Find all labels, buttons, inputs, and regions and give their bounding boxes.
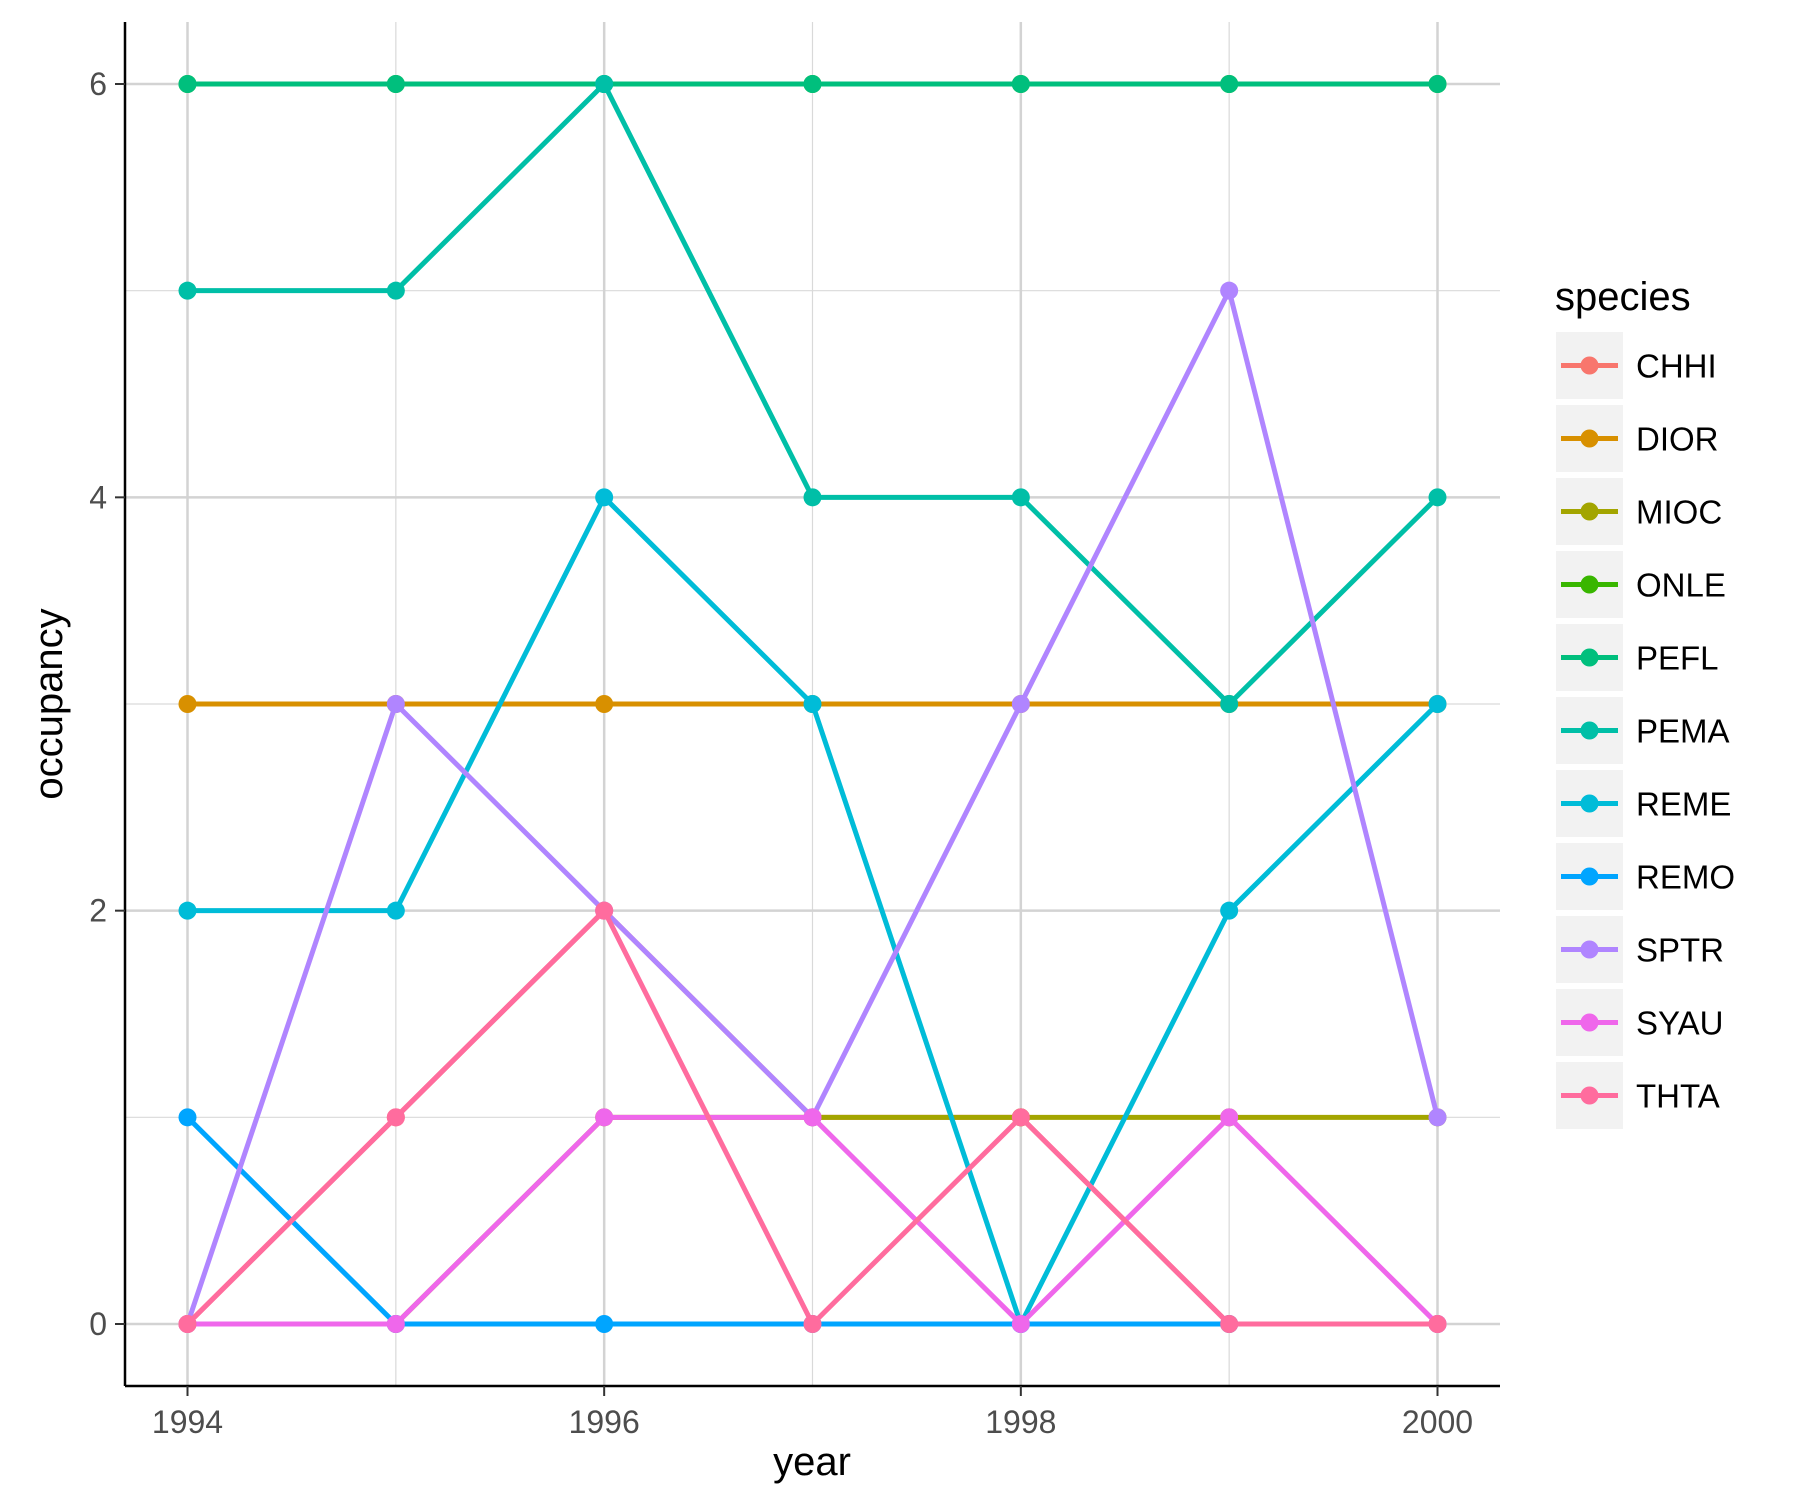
data-point (178, 1315, 197, 1333)
data-point (1220, 1315, 1239, 1333)
axes (123, 22, 1500, 1388)
legend-label: DIOR (1636, 421, 1719, 458)
data-point (178, 281, 197, 300)
legend-item-pefl: PEFL (1556, 624, 1719, 691)
x-ticks: 1994 1996 1998 2000 (152, 1386, 1473, 1440)
data-point (1220, 1108, 1239, 1127)
legend-label: SYAU (1636, 1005, 1723, 1042)
legend-key-point (1580, 356, 1599, 375)
data-point (386, 281, 405, 300)
legend-label: SPTR (1636, 932, 1724, 969)
data-point (803, 488, 822, 507)
data-point (178, 1108, 197, 1127)
y-tick-label: 2 (89, 893, 107, 929)
data-point (386, 695, 405, 713)
series-pefl (178, 75, 1447, 93)
data-point (595, 1315, 614, 1333)
data-point (595, 901, 614, 920)
legend-key-point (1580, 721, 1599, 740)
data-point (386, 1315, 405, 1333)
legend-item-pema: PEMA (1556, 697, 1730, 764)
data-point (386, 1108, 405, 1127)
legend-items: CHHI DIOR MIOC ONLE PEFL PEMA REME REMO SPTR SYAU… (1556, 332, 1735, 1129)
data-point (1220, 281, 1239, 300)
y-tick-label: 6 (89, 66, 107, 102)
data-point (386, 75, 405, 93)
legend-key-point (1580, 867, 1599, 886)
legend-item-dior: DIOR (1556, 405, 1719, 472)
legend-title: species (1555, 275, 1691, 319)
data-point (1011, 1315, 1030, 1333)
data-point (1011, 695, 1030, 713)
data-point (803, 1108, 822, 1127)
y-axis-title: occupancy (27, 608, 71, 799)
data-point (595, 695, 614, 713)
legend-key-point (1580, 575, 1599, 594)
legend-label: CHHI (1636, 348, 1717, 385)
y-ticks: 0 2 4 6 (89, 66, 125, 1342)
data-point (595, 75, 614, 93)
legend-key-point (1580, 794, 1599, 813)
series-pema (178, 75, 1447, 713)
legend-key-point (1580, 1013, 1599, 1032)
data-point (1220, 695, 1239, 713)
data-point (1428, 695, 1447, 713)
data-point (1220, 901, 1239, 920)
legend-label: REMO (1636, 859, 1735, 896)
legend-label: REME (1636, 786, 1731, 823)
series-thta (178, 901, 1447, 1333)
legend-item-sptr: SPTR (1556, 916, 1724, 983)
legend-key-point (1580, 1086, 1599, 1105)
legend: species CHHI DIOR MIOC ONLE PEFL PEMA REME REMO… (1555, 275, 1735, 1129)
legend-item-remo: REMO (1556, 843, 1735, 910)
legend-item-syau: SYAU (1556, 989, 1723, 1056)
legend-label: ONLE (1636, 567, 1726, 604)
data-point (1011, 488, 1030, 507)
x-tick-label: 1996 (569, 1404, 640, 1440)
y-tick-label: 4 (89, 479, 107, 515)
legend-item-thta: THTA (1556, 1062, 1720, 1129)
legend-label: PEFL (1636, 640, 1719, 677)
data-point (1011, 75, 1030, 93)
data-point (178, 75, 197, 93)
series-layer (178, 75, 1447, 1333)
x-axis-title: year (773, 1440, 851, 1484)
data-point (1428, 1108, 1447, 1127)
data-point (803, 1315, 822, 1333)
legend-label: THTA (1636, 1078, 1720, 1115)
data-point (1428, 75, 1447, 93)
data-point (595, 1108, 614, 1127)
data-point (595, 488, 614, 507)
legend-key-point (1580, 648, 1599, 667)
x-tick-label: 1998 (985, 1404, 1056, 1440)
legend-key-point (1580, 502, 1599, 521)
data-point (178, 901, 197, 920)
data-point (1220, 75, 1239, 93)
legend-item-onle: ONLE (1556, 551, 1726, 618)
data-point (803, 75, 822, 93)
legend-label: MIOC (1636, 494, 1722, 531)
x-tick-label: 2000 (1402, 1404, 1473, 1440)
legend-key-point (1580, 429, 1599, 448)
legend-item-mioc: MIOC (1556, 478, 1722, 545)
data-point (1428, 1315, 1447, 1333)
legend-item-chhi: CHHI (1556, 332, 1717, 399)
data-point (1428, 488, 1447, 507)
data-point (178, 695, 197, 713)
legend-item-reme: REME (1556, 770, 1731, 837)
data-point (803, 695, 822, 713)
y-tick-label: 0 (89, 1306, 107, 1342)
data-point (386, 901, 405, 920)
data-point (1011, 1108, 1030, 1127)
legend-label: PEMA (1636, 713, 1730, 750)
x-tick-label: 1994 (152, 1404, 223, 1440)
legend-key-point (1580, 940, 1599, 959)
